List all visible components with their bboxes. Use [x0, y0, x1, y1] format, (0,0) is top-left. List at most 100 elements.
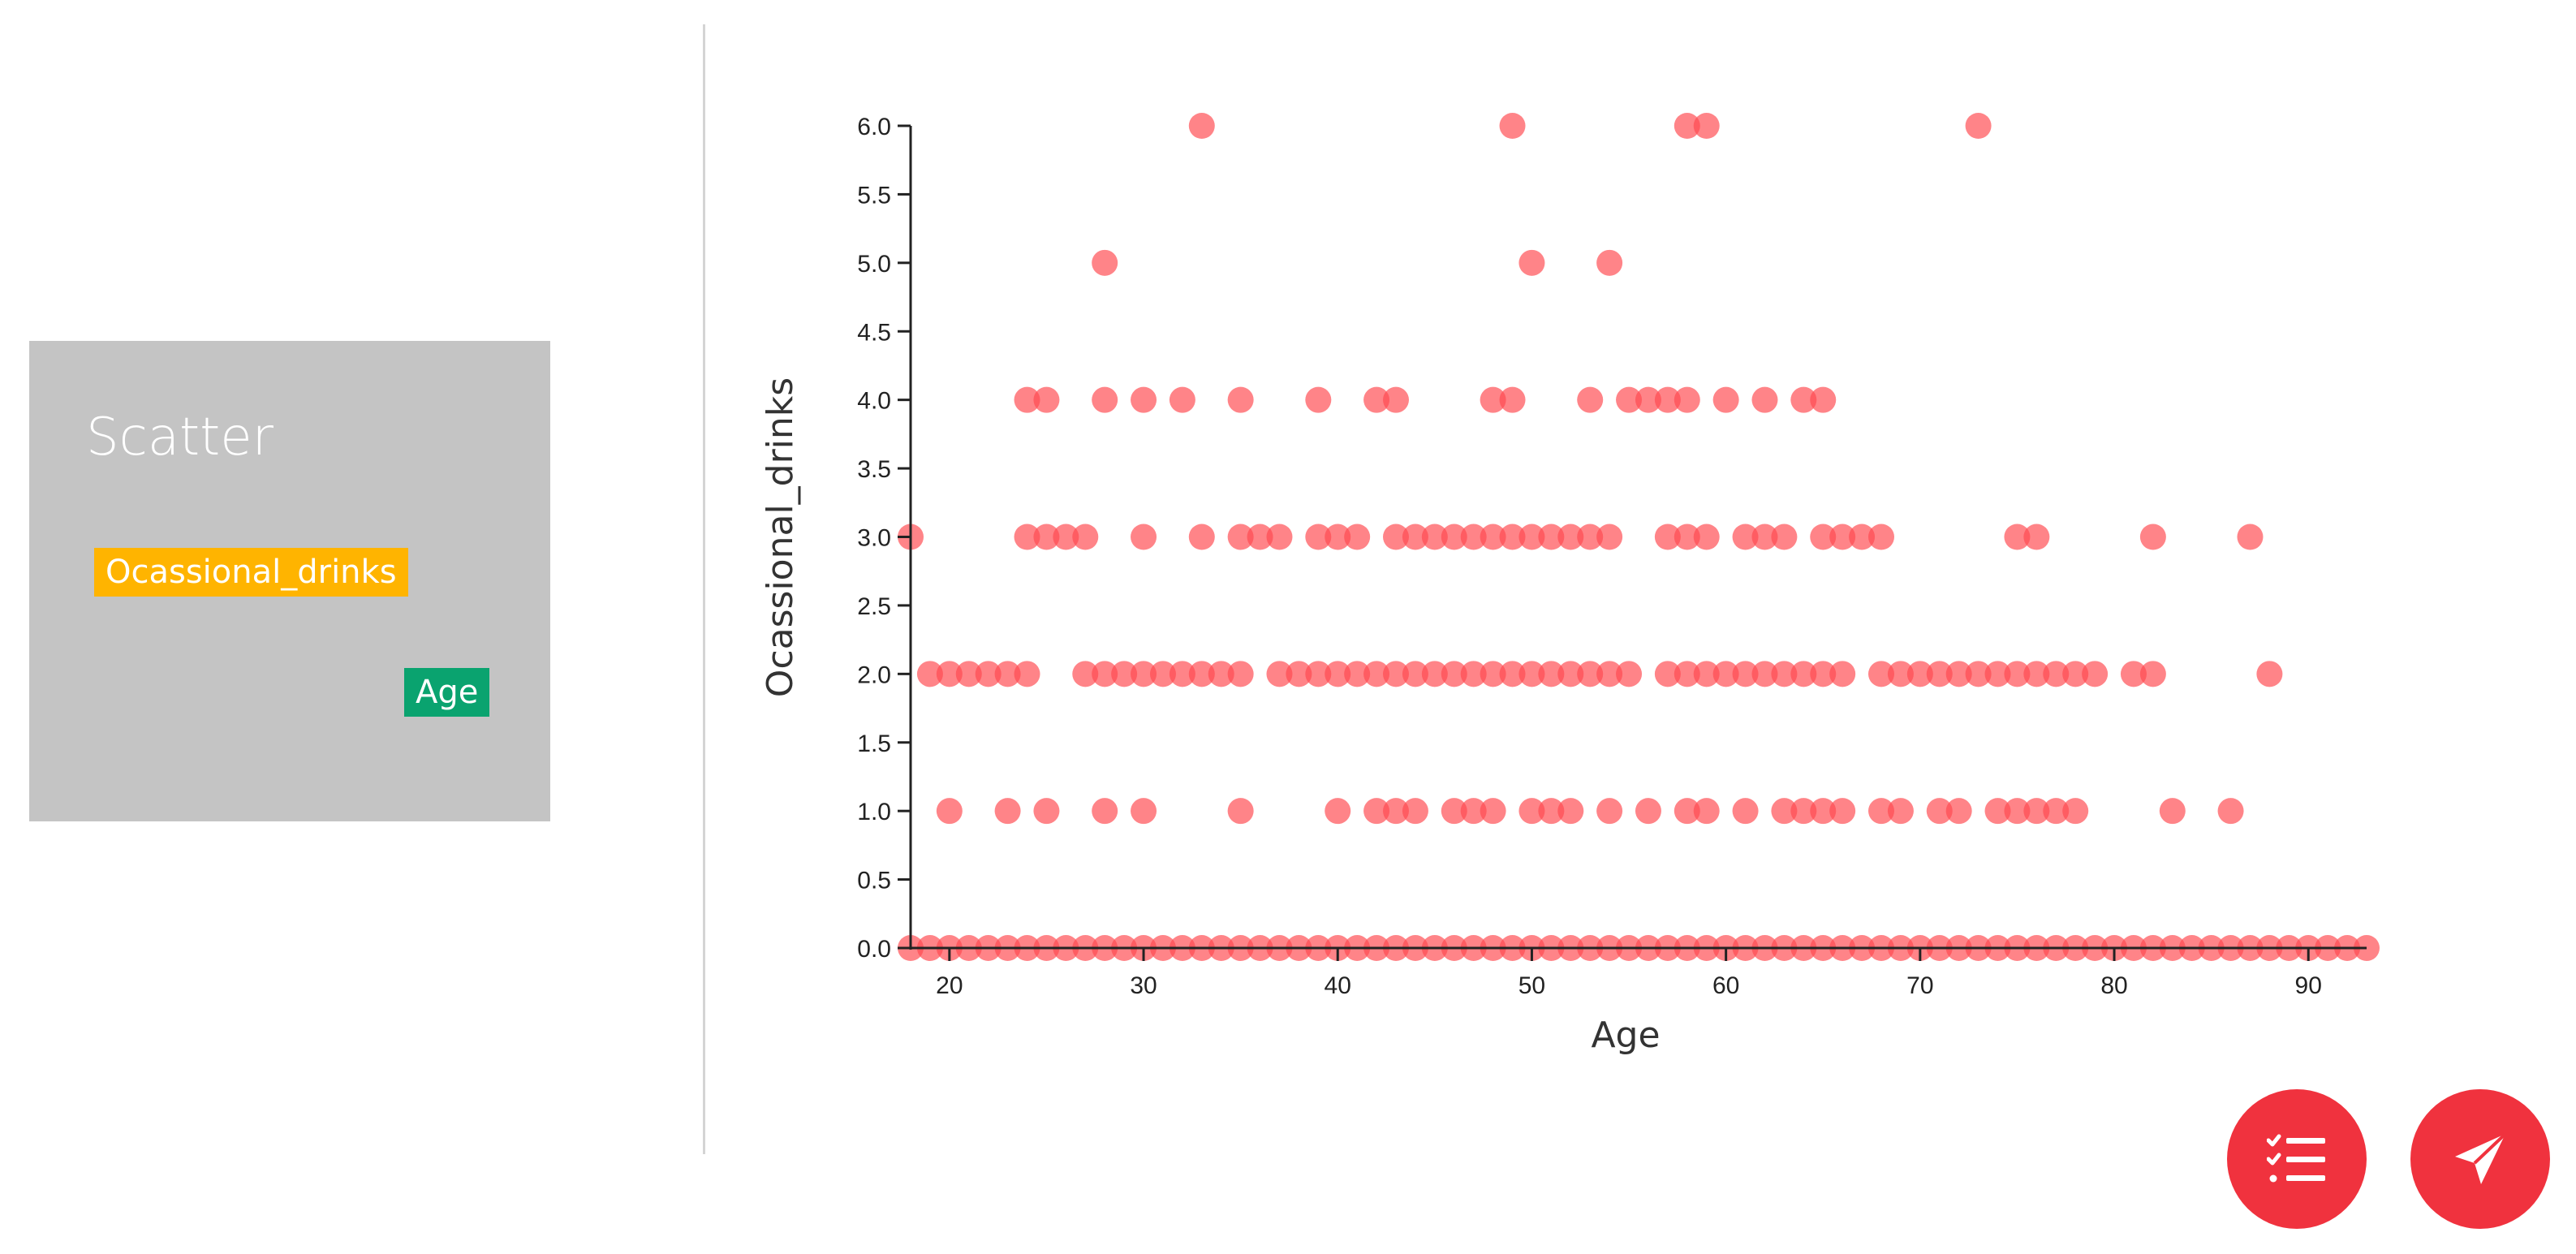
- data-point[interactable]: [1480, 661, 1506, 687]
- data-point[interactable]: [2062, 661, 2089, 687]
- data-point[interactable]: [955, 661, 982, 687]
- data-point[interactable]: [1693, 113, 1720, 139]
- data-point[interactable]: [936, 661, 963, 687]
- data-point[interactable]: [1557, 524, 1584, 550]
- data-point[interactable]: [1421, 524, 1448, 550]
- data-point[interactable]: [994, 798, 1021, 825]
- data-point[interactable]: [2004, 798, 2031, 825]
- y-variable-chip[interactable]: Ocassional_drinks: [94, 548, 408, 597]
- data-point[interactable]: [1557, 798, 1584, 825]
- data-point[interactable]: [1596, 798, 1623, 825]
- data-point[interactable]: [1421, 661, 1448, 687]
- data-point[interactable]: [1518, 524, 1545, 550]
- data-point[interactable]: [1363, 661, 1390, 687]
- data-point[interactable]: [1518, 798, 1545, 825]
- data-point[interactable]: [2217, 798, 2244, 825]
- data-point[interactable]: [1596, 661, 1623, 687]
- data-point[interactable]: [1984, 798, 2011, 825]
- data-point[interactable]: [1072, 524, 1099, 550]
- data-point[interactable]: [1810, 386, 1837, 413]
- data-point[interactable]: [1829, 524, 1856, 550]
- data-point[interactable]: [2043, 798, 2070, 825]
- data-point[interactable]: [1480, 386, 1506, 413]
- data-point[interactable]: [1771, 524, 1798, 550]
- data-point[interactable]: [1499, 524, 1526, 550]
- data-point[interactable]: [1887, 798, 1914, 825]
- data-point[interactable]: [1480, 524, 1506, 550]
- data-point[interactable]: [1790, 386, 1817, 413]
- data-point[interactable]: [1868, 798, 1894, 825]
- data-point[interactable]: [1499, 386, 1526, 413]
- data-point[interactable]: [1751, 386, 1778, 413]
- data-point[interactable]: [2139, 661, 2166, 687]
- data-point[interactable]: [1149, 661, 1176, 687]
- data-point[interactable]: [2139, 524, 2166, 550]
- data-point[interactable]: [1131, 524, 1157, 550]
- data-point[interactable]: [1499, 661, 1526, 687]
- data-point[interactable]: [1577, 386, 1604, 413]
- data-point[interactable]: [1829, 661, 1856, 687]
- checklist-button[interactable]: [2227, 1089, 2367, 1229]
- data-point[interactable]: [1383, 386, 1409, 413]
- data-point[interactable]: [1014, 524, 1040, 550]
- data-point[interactable]: [1577, 524, 1604, 550]
- data-point[interactable]: [1286, 661, 1312, 687]
- data-point[interactable]: [1674, 386, 1700, 413]
- data-point[interactable]: [1169, 386, 1195, 413]
- data-point[interactable]: [1169, 661, 1195, 687]
- data-point[interactable]: [1208, 661, 1234, 687]
- data-point[interactable]: [1402, 798, 1428, 825]
- data-point[interactable]: [1227, 661, 1254, 687]
- data-point[interactable]: [2043, 661, 2070, 687]
- data-point[interactable]: [1577, 661, 1604, 687]
- data-point[interactable]: [2256, 661, 2283, 687]
- data-point[interactable]: [1771, 798, 1798, 825]
- data-point[interactable]: [1325, 798, 1351, 825]
- data-point[interactable]: [1518, 661, 1545, 687]
- data-point[interactable]: [1305, 661, 1332, 687]
- data-point[interactable]: [1538, 661, 1565, 687]
- data-point[interactable]: [1945, 661, 1972, 687]
- data-point[interactable]: [1441, 661, 1467, 687]
- data-point[interactable]: [1906, 661, 1933, 687]
- data-point[interactable]: [1674, 661, 1700, 687]
- data-point[interactable]: [975, 661, 1002, 687]
- data-point[interactable]: [2082, 661, 2109, 687]
- data-point[interactable]: [1072, 661, 1099, 687]
- data-point[interactable]: [1518, 249, 1545, 276]
- data-point[interactable]: [1771, 661, 1798, 687]
- data-point[interactable]: [1674, 798, 1700, 825]
- data-point[interactable]: [1965, 113, 1992, 139]
- data-point[interactable]: [1131, 798, 1157, 825]
- data-point[interactable]: [1693, 661, 1720, 687]
- data-point[interactable]: [1538, 524, 1565, 550]
- data-point[interactable]: [1014, 661, 1040, 687]
- data-point[interactable]: [1441, 524, 1467, 550]
- data-point[interactable]: [2023, 524, 2050, 550]
- data-point[interactable]: [994, 661, 1021, 687]
- data-point[interactable]: [1014, 386, 1040, 413]
- data-point[interactable]: [1557, 661, 1584, 687]
- data-point[interactable]: [2004, 661, 2031, 687]
- data-point[interactable]: [1790, 661, 1817, 687]
- data-point[interactable]: [1111, 661, 1138, 687]
- data-point[interactable]: [1751, 524, 1778, 550]
- data-point[interactable]: [1693, 798, 1720, 825]
- data-point[interactable]: [1460, 798, 1487, 825]
- data-point[interactable]: [1033, 386, 1060, 413]
- data-point[interactable]: [2023, 661, 2050, 687]
- data-point[interactable]: [916, 661, 943, 687]
- data-point[interactable]: [1092, 249, 1118, 276]
- data-point[interactable]: [1654, 386, 1681, 413]
- data-point[interactable]: [1868, 524, 1894, 550]
- data-point[interactable]: [1053, 524, 1079, 550]
- data-point[interactable]: [1480, 798, 1506, 825]
- data-point[interactable]: [1247, 524, 1273, 550]
- data-point[interactable]: [1654, 661, 1681, 687]
- data-point[interactable]: [1616, 386, 1643, 413]
- data-point[interactable]: [1383, 798, 1409, 825]
- data-point[interactable]: [1227, 798, 1254, 825]
- data-point[interactable]: [1344, 524, 1371, 550]
- data-point[interactable]: [1829, 798, 1856, 825]
- data-point[interactable]: [1887, 661, 1914, 687]
